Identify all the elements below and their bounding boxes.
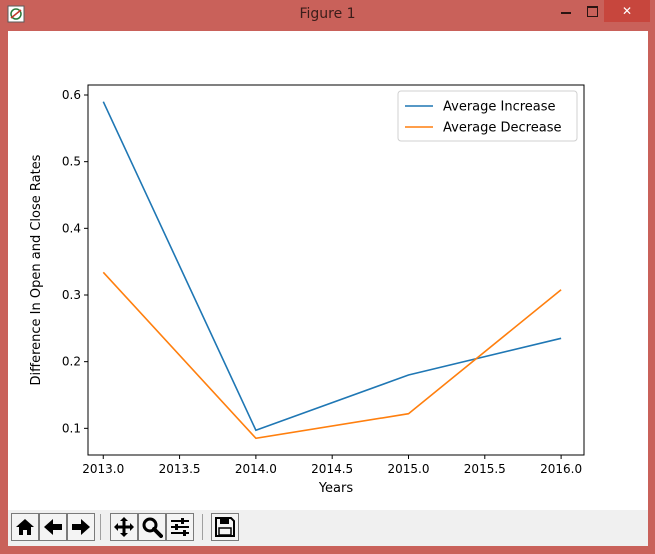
sliders-icon (171, 518, 189, 536)
line-chart[interactable]: 2013.0 2013.5 2014.0 2014.5 2015.0 2015.5 2016… (8, 31, 648, 510)
x-tick-label: 2016.0 (540, 462, 582, 476)
legend-label: Average Increase (443, 100, 556, 115)
x-axis-label: Years (318, 481, 354, 496)
y-tick-label: 0.4 (62, 221, 81, 235)
matplotlib-figure-icon (7, 5, 25, 23)
navigation-toolbar (8, 510, 648, 546)
maximize-button[interactable] (578, 0, 606, 22)
close-button[interactable]: ✕ (604, 0, 650, 22)
y-tick-label: 0.3 (62, 288, 81, 302)
y-tick-label: 0.1 (62, 421, 81, 435)
back-button[interactable] (39, 513, 67, 541)
toolbar-separator (100, 514, 101, 540)
configure-subplots-button[interactable] (166, 513, 194, 541)
y-tick-label: 0.6 (62, 88, 81, 102)
x-tick-label: 2014.0 (235, 462, 277, 476)
arrow-left-icon (44, 519, 62, 535)
figure-canvas-area: 2013.0 2013.5 2014.0 2014.5 2015.0 2015.5 2016… (8, 31, 648, 546)
series-lines (102, 101, 562, 440)
floppy-disk-icon (215, 517, 235, 537)
x-axis-ticks: 2013.0 2013.5 2014.0 2014.5 2015.0 2015.5 2016… (82, 455, 582, 476)
toolbar-separator (202, 514, 203, 540)
y-axis-label: Difference In Open and Close Rates (29, 154, 44, 385)
pan-button[interactable] (110, 513, 138, 541)
axes-spine (87, 84, 585, 456)
x-tick-label: 2015.5 (464, 462, 506, 476)
home-icon (16, 519, 34, 535)
x-tick-label: 2013.0 (82, 462, 124, 476)
window-bottom-border (0, 546, 655, 554)
home-button[interactable] (11, 513, 39, 541)
minimize-button[interactable] (552, 0, 580, 22)
save-button[interactable] (211, 513, 239, 541)
y-tick-label: 0.2 (62, 355, 81, 369)
series-line-average-increase (102, 101, 562, 432)
close-icon: ✕ (621, 4, 633, 18)
zoom-button[interactable] (138, 513, 166, 541)
window-title: Figure 1 (299, 6, 356, 22)
forward-button[interactable] (67, 513, 95, 541)
arrow-right-icon (72, 519, 90, 535)
x-tick-label: 2014.5 (311, 462, 353, 476)
series-line-average-decrease (102, 271, 562, 440)
minimize-icon (561, 12, 571, 14)
x-tick-label: 2015.0 (387, 462, 429, 476)
title-bar[interactable]: Figure 1 ✕ (0, 0, 655, 30)
move-icon (114, 517, 134, 537)
y-axis-ticks: 0.1 0.2 0.3 0.4 0.5 0.6 (62, 88, 88, 435)
axes-frame (87, 84, 585, 456)
legend-label: Average Decrease (443, 121, 561, 136)
y-tick-label: 0.5 (62, 155, 81, 169)
legend-box (397, 90, 578, 142)
legend: Average Increase Average Decrease (397, 90, 578, 142)
x-tick-label: 2013.5 (159, 462, 201, 476)
magnifier-icon (142, 517, 163, 538)
maximize-icon (586, 5, 598, 17)
